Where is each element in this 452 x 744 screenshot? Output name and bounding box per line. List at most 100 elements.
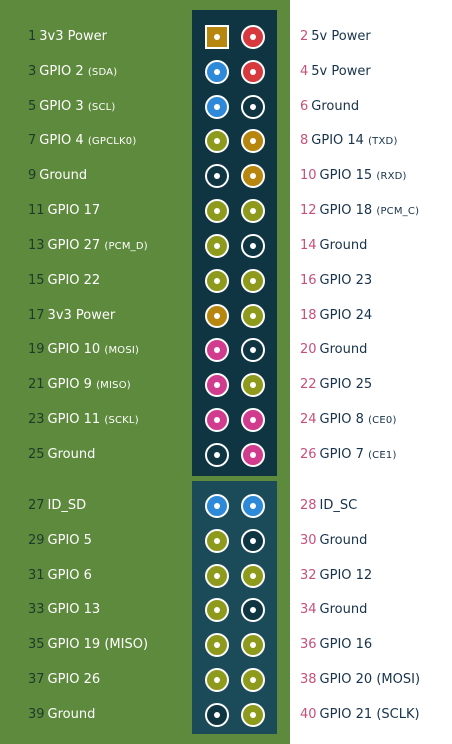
pin-label-30: 30 Ground (300, 533, 367, 549)
pin-number: 5 (28, 98, 37, 114)
pin-17 (205, 303, 229, 328)
pin-number: 19 (28, 342, 45, 358)
pin-label-26: 26 GPIO 7 (CE1) (300, 447, 397, 464)
pin-name: Ground (319, 532, 368, 548)
pin-function: (GPCLK0) (87, 136, 137, 148)
pin-name: Ground (319, 342, 368, 358)
pin-label-6: 6 Ground (300, 99, 359, 115)
pin-label-8: 8 GPIO 14 (TXD) (300, 133, 398, 150)
pin-number: 12 (300, 203, 317, 219)
pin-26 (241, 442, 265, 467)
pin-33 (205, 598, 229, 623)
pin-name: ID_SD (47, 498, 87, 513)
pin-function: (CE1) (368, 449, 397, 461)
pin-number: 24 (300, 412, 317, 428)
pin-label-1: 1 3v3 Power (28, 29, 107, 45)
pin-label-38: 38 GPIO 20 (MOSI) (300, 672, 420, 688)
pin-name: GPIO 3 (39, 98, 84, 114)
pin-name: GPIO 25 (319, 377, 373, 393)
pin-label-23: 23 GPIO 11 (SCKL) (28, 412, 139, 429)
pin-number: 13 (28, 237, 45, 253)
pin-number: 9 (28, 168, 37, 184)
pin-number: 31 (28, 567, 45, 583)
pin-name: GPIO 18 (319, 203, 373, 219)
pin-number: 28 (300, 498, 317, 513)
pin-function: (SDA) (87, 66, 118, 78)
pin-number: 25 (28, 446, 45, 462)
pin-label-12: 12 GPIO 18 (PCM_C) (300, 203, 419, 220)
pin-number: 36 (300, 637, 317, 653)
pin-21 (205, 373, 229, 398)
pin-37 (205, 668, 229, 693)
pin-name: GPIO 16 (319, 637, 373, 653)
pin-27 (205, 494, 229, 518)
pin-name: GPIO 20 (MOSI) (319, 672, 421, 688)
pin-name: 5v Power (311, 63, 371, 79)
pin-label-16: 16 GPIO 23 (300, 273, 372, 289)
pin-number: 10 (300, 168, 317, 184)
pin-11 (205, 199, 229, 224)
pin-name: GPIO 15 (319, 168, 373, 184)
pin-number: 34 (300, 602, 317, 618)
pin-label-27: 27 ID_SD (28, 498, 86, 514)
pin-label-19: 19 GPIO 10 (MOSI) (28, 342, 139, 359)
pin-name: Ground (319, 602, 368, 618)
pin-label-13: 13 GPIO 27 (PCM_D) (28, 238, 148, 255)
pin-14 (241, 233, 265, 258)
pin-number: 26 (300, 446, 317, 462)
pin-number: 23 (28, 412, 45, 428)
pin-function: (MOSI) (104, 345, 140, 357)
pin-name: GPIO 11 (47, 412, 101, 428)
pin-number: 11 (28, 203, 45, 219)
pin-1 (205, 25, 229, 49)
pin-name: GPIO 22 (47, 272, 101, 288)
pin-4 (241, 59, 265, 84)
pin-label-36: 36 GPIO 16 (300, 637, 372, 653)
pin-number: 4 (300, 63, 309, 79)
pin-name: GPIO 26 (47, 672, 101, 688)
pin-18 (241, 303, 265, 328)
pin-6 (241, 94, 265, 119)
pin-number: 35 (28, 637, 45, 653)
pin-label-32: 32 GPIO 12 (300, 568, 372, 584)
pin-number: 15 (28, 272, 45, 288)
pin-name: GPIO 10 (47, 342, 101, 358)
pin-number: 32 (300, 567, 317, 583)
pin-39 (205, 702, 229, 727)
pin-number: 37 (28, 672, 45, 688)
pin-name: Ground (39, 168, 88, 184)
pin-name: GPIO 2 (39, 63, 84, 79)
pin-label-4: 4 5v Power (300, 64, 371, 80)
pin-function: (PCM_C) (376, 206, 420, 218)
pin-2 (241, 25, 265, 49)
pin-label-24: 24 GPIO 8 (CE0) (300, 412, 397, 429)
pin-name: Ground (47, 706, 96, 722)
pin-9 (205, 164, 229, 189)
pin-13 (205, 233, 229, 258)
pin-number: 20 (300, 342, 317, 358)
pin-name: GPIO 23 (319, 272, 373, 288)
pin-number: 38 (300, 672, 317, 688)
pin-name: 5v Power (311, 29, 371, 44)
pin-label-14: 14 Ground (300, 238, 367, 254)
pin-label-25: 25 Ground (28, 447, 95, 463)
pin-label-34: 34 Ground (300, 602, 367, 618)
pin-31 (205, 563, 229, 588)
pin-number: 17 (28, 307, 45, 323)
pin-name: GPIO 12 (319, 567, 373, 583)
pin-label-39: 39 Ground (28, 707, 95, 723)
pin-7 (205, 129, 229, 154)
pin-name: GPIO 8 (319, 412, 364, 428)
pin-12 (241, 199, 265, 224)
pin-name: GPIO 5 (47, 532, 92, 548)
pin-function: (RXD) (376, 171, 407, 183)
pin-name: 3v3 Power (47, 307, 116, 323)
pin-16 (241, 268, 265, 293)
pin-name: GPIO 14 (311, 133, 364, 149)
pin-label-31: 31 GPIO 6 (28, 568, 92, 584)
pin-name: Ground (47, 446, 96, 462)
pin-label-15: 15 GPIO 22 (28, 273, 100, 289)
pin-34 (241, 598, 265, 623)
pin-32 (241, 563, 265, 588)
pin-label-9: 9 Ground (28, 168, 87, 184)
